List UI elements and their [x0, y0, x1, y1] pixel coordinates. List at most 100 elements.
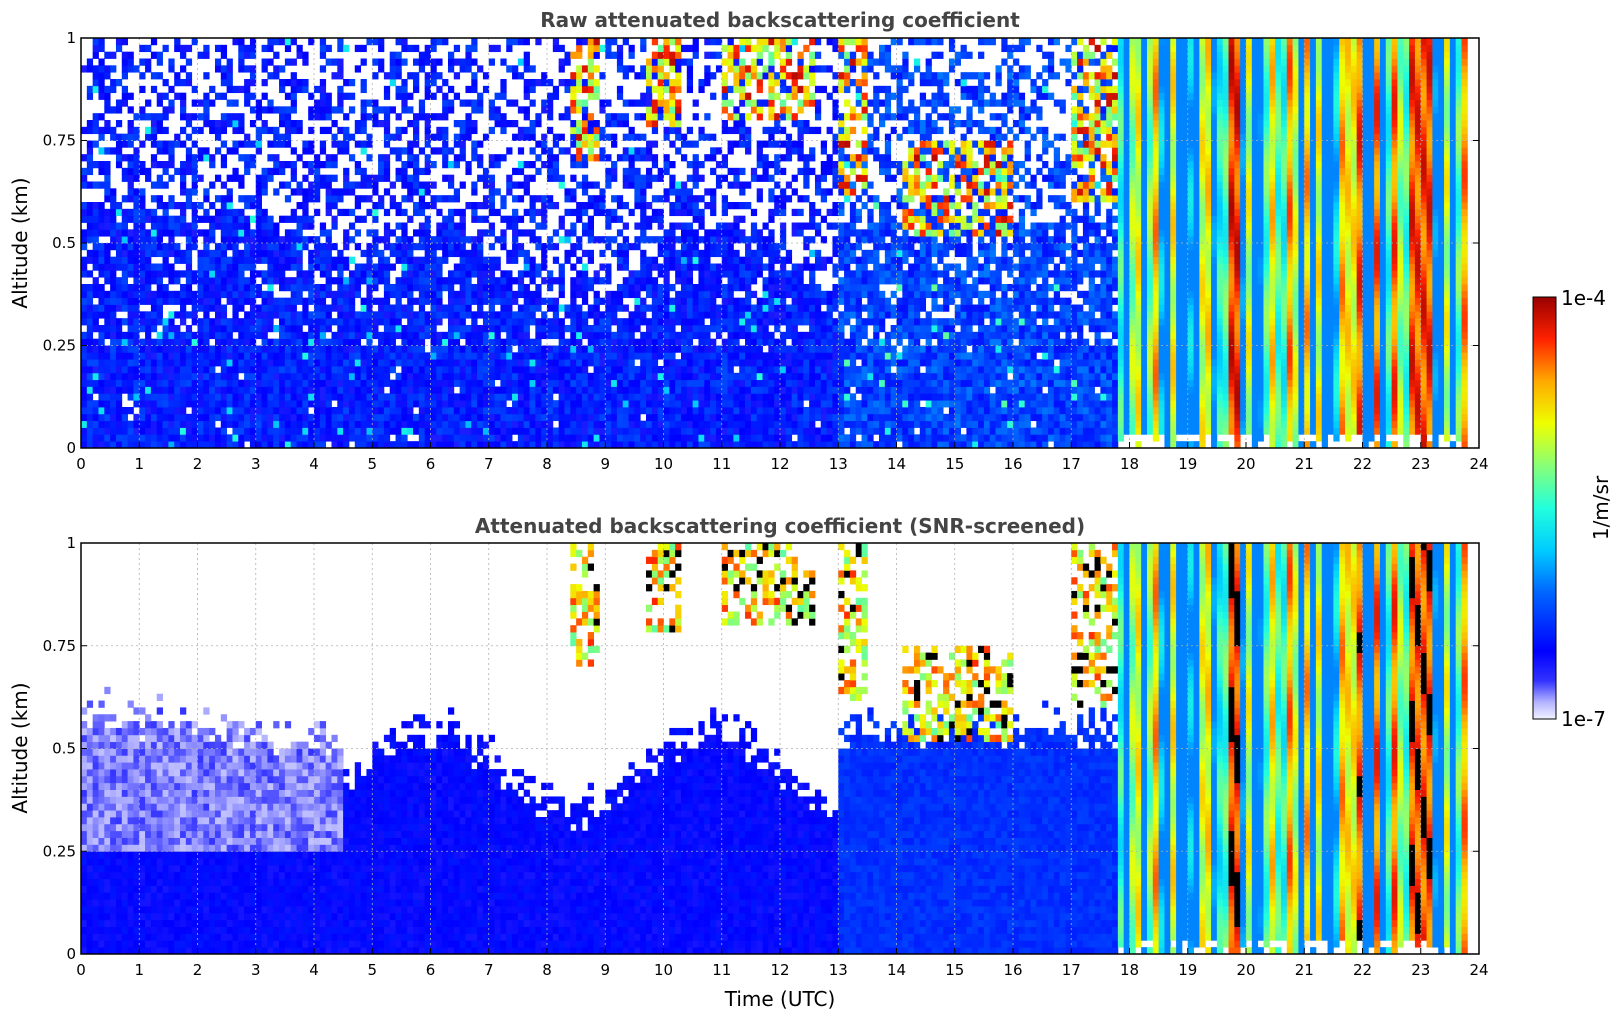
heatmap-cell — [599, 126, 606, 135]
heatmap-cell — [750, 249, 758, 258]
heatmap-cell — [115, 106, 123, 114]
heatmap-cell — [261, 400, 268, 408]
heatmap-cell — [220, 256, 228, 264]
heatmap-cell — [418, 311, 426, 319]
heatmap-cell — [110, 359, 117, 367]
heatmap-cell — [686, 195, 694, 203]
heatmap-cell — [587, 372, 595, 381]
heatmap-cell — [424, 386, 431, 394]
heatmap-cell — [587, 236, 595, 244]
heatmap-cell — [599, 359, 606, 367]
heatmap-cell — [605, 372, 612, 381]
heatmap-cell — [244, 400, 251, 408]
heatmap-cell — [413, 256, 420, 264]
heatmap-cell — [168, 215, 175, 223]
heatmap-cell — [581, 181, 589, 189]
heatmap-cell — [290, 120, 297, 128]
heatmap-cell — [453, 154, 461, 162]
heatmap-cell — [750, 386, 758, 394]
heatmap-cell — [220, 393, 228, 401]
heatmap-cell — [337, 366, 344, 374]
heatmap-cell — [488, 58, 495, 66]
heatmap-cell — [529, 147, 536, 155]
heatmap-cell — [372, 215, 379, 223]
heatmap-cell — [226, 413, 233, 422]
heatmap-cell — [570, 120, 577, 128]
heatmap-cell — [249, 106, 257, 114]
heatmap-cell — [98, 441, 105, 449]
heatmap-cell — [401, 345, 408, 353]
heatmap-cell — [418, 284, 426, 292]
heatmap-cell — [651, 304, 659, 312]
heatmap-cell — [616, 338, 624, 346]
heatmap-cell — [314, 256, 321, 264]
heatmap-cell — [506, 338, 513, 346]
heatmap-cell — [657, 352, 664, 360]
heatmap-cell — [244, 420, 251, 428]
heatmap-cell — [739, 99, 746, 107]
heatmap-cell — [500, 318, 507, 326]
heatmap-cell — [255, 331, 262, 340]
heatmap-cell — [424, 215, 431, 223]
heatmap-cell — [669, 441, 676, 449]
heatmap-cell — [92, 277, 99, 285]
heatmap-cell — [488, 208, 495, 217]
heatmap-cell — [308, 420, 315, 428]
heatmap-cell — [115, 290, 123, 299]
heatmap-cell — [92, 256, 99, 264]
heatmap-cell — [675, 338, 682, 346]
heatmap-cell — [552, 325, 560, 333]
heatmap-cell — [319, 304, 327, 312]
heatmap-cell — [255, 174, 262, 182]
heatmap-cell — [646, 79, 653, 87]
heatmap-cell — [471, 331, 478, 340]
heatmap-cell — [558, 304, 565, 312]
heatmap-cell — [174, 331, 181, 340]
heatmap-cell — [360, 79, 367, 87]
heatmap-cell — [616, 290, 624, 299]
heatmap-cell — [447, 106, 455, 114]
heatmap-cell — [663, 331, 670, 340]
heatmap-cell — [657, 79, 664, 87]
heatmap-cell — [547, 147, 554, 155]
heatmap-cell — [599, 249, 606, 258]
heatmap-cell — [739, 393, 746, 401]
heatmap-cell — [541, 297, 548, 305]
heatmap-cell — [360, 44, 367, 53]
heatmap-cell — [418, 386, 426, 394]
heatmap-cell — [552, 174, 560, 182]
heatmap-cell — [651, 311, 659, 319]
heatmap-cell — [331, 174, 338, 182]
heatmap-cell — [372, 202, 379, 210]
heatmap-cell — [442, 413, 449, 422]
heatmap-cell — [663, 249, 670, 258]
heatmap-cell — [680, 311, 688, 319]
heatmap-cell — [290, 400, 297, 408]
heatmap-cell — [442, 243, 449, 251]
heatmap-cell — [348, 379, 356, 387]
heatmap-cell — [185, 161, 193, 169]
heatmap-cell — [453, 133, 461, 141]
heatmap-cell — [471, 181, 478, 189]
heatmap-cell — [348, 427, 356, 435]
heatmap-cell — [517, 147, 525, 155]
heatmap-cell — [739, 38, 746, 46]
heatmap-cell — [325, 372, 332, 381]
heatmap-cell — [512, 338, 519, 346]
heatmap-cell — [605, 277, 612, 285]
heatmap-cell — [214, 92, 222, 100]
heatmap-cell — [185, 167, 193, 176]
heatmap-cell — [185, 256, 193, 264]
heatmap-cell — [482, 359, 490, 367]
heatmap-cell — [675, 420, 682, 428]
heatmap-cell — [185, 379, 193, 387]
heatmap-cell — [651, 208, 659, 217]
heatmap-cell — [110, 106, 117, 114]
heatmap-cell — [290, 79, 297, 87]
heatmap-cell — [500, 284, 507, 292]
heatmap-cell — [214, 65, 222, 73]
heatmap-cell — [343, 229, 350, 237]
heatmap-cell — [360, 441, 367, 449]
heatmap-cell — [430, 202, 437, 210]
heatmap-cell — [721, 154, 728, 162]
